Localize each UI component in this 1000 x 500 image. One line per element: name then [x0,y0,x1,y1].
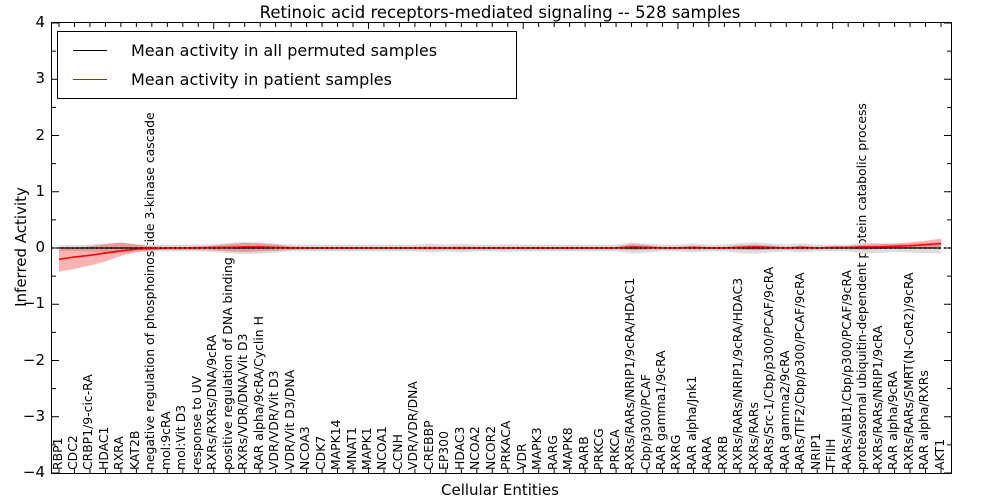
x-tick-label: RXRs/RARs/NRIP1/9cRA/HDAC3 [730,277,746,470]
x-tick-label: response to UV [188,375,204,470]
x-tick-label: PRKACA [498,420,514,470]
x-tick-label: RXRs/RXRs/DNA/9cRA [204,334,220,470]
legend-label-patient: Mean activity in patient samples [131,69,392,89]
x-tick-label: RARs/TIF2/Cbp/p300/PCAF/9cRA [792,272,808,470]
x-tick-label: MNAT1 [343,427,359,470]
y-tick-label: 3 [35,69,45,88]
x-tick-label: RXRG [668,434,684,470]
x-tick-label: Cbp/p300/PCAF [637,374,653,470]
x-tick-label: negative regulation of phosphoinositide … [142,112,158,470]
x-tick-label: NRIP1 [807,433,823,470]
legend-line-patient-icon [73,78,107,80]
x-tick-label: NCOA1 [374,426,390,470]
legend-label-permuted: Mean activity in all permuted samples [131,41,438,61]
x-tick-label: RXRB [714,435,730,470]
x-tick-label: KAT2B [126,430,142,470]
x-tick-label: RXRs/RARs/NRIP1/9cRA [869,325,885,470]
x-tick-label: RARB [575,436,591,470]
x-tick-label: proteasomal ubiquitin-dependent protein … [854,103,870,470]
x-tick-label: VDR [513,443,529,470]
x-tick-label: CDK7 [312,435,328,470]
x-tick-label: RXRA [111,436,127,470]
x-tick-label: RARG [544,435,560,470]
x-tick-label: RXRs/RARs [745,402,761,470]
x-tick-label: HDAC1 [95,426,111,470]
y-tick-label: −1 [22,294,45,313]
x-tick-label: MAPK3 [529,427,545,470]
permuted-band [59,241,941,255]
legend-entry-patient: Mean activity in patient samples [58,70,516,89]
y-tick-label: 4 [35,13,45,31]
x-tick-label: RXRs/RARs/NRIP1/9cRA/HDAC1 [622,277,638,470]
x-tick-label: CREBBP [420,420,436,470]
x-tick-label: RARA [699,436,715,470]
x-axis-label: Cellular Entities [441,481,559,499]
x-tick-label: TFIIH [823,438,839,470]
x-tick-label: RAR alpha/9cRA/Cyclin H [250,316,266,470]
x-tick-label: VDR/VDR/Vit D3 [266,370,282,470]
x-tick-label: RAR alpha/Jnk1 [683,375,699,470]
patient-mean-line [58,242,942,261]
x-tick-label: CCNH [389,434,405,470]
x-tick-label: NCOR2 [482,425,498,470]
y-tick-label: 1 [35,181,45,200]
x-tick-label: CRBP1/9-cic-RA [80,374,96,470]
x-tick-label: MAPK14 [328,419,344,470]
x-tick-label: positive regulation of DNA binding [219,257,235,470]
x-tick-label: RXRs/VDR/DNA/Vit D3 [235,333,251,470]
x-tick-label: VDR/Vit D3/DNA [281,369,297,470]
x-tick-label: MAPK1 [358,427,374,470]
x-tick-label: RARs/AIB1/Cbp/p300/PCAF/9cRA [838,270,854,470]
x-tick-label: RAR alpha/RXRs [916,370,932,470]
x-tick-label: PRKCA [606,429,622,470]
x-tick-label: HDAC3 [451,426,467,470]
x-tick-label: CDC2 [64,435,80,470]
x-tick-label: RAR gamma1/9cRA [652,350,668,470]
y-tick-label: 0 [35,238,45,256]
y-tick-label: −3 [22,406,45,425]
x-tick-label: mol:Vit D3 [173,404,189,470]
x-tick-label: PRKCG [591,428,607,470]
patient-band [59,238,941,272]
x-tick-label: mol:9cRA [157,411,173,470]
y-tick-label: −4 [22,463,45,481]
x-tick-label: MAPK8 [560,427,576,470]
y-tick-label: −2 [22,350,45,369]
legend: Mean activity in all permuted samples Me… [57,31,517,99]
x-tick-label: NCOA3 [297,426,313,470]
y-tick-label: 2 [35,125,45,144]
chart-title: Retinoic acid receptors-mediated signali… [259,3,741,22]
legend-entry-permuted: Mean activity in all permuted samples [58,41,516,60]
x-tick-label: RXRs/RARs/SMRT(N-CoR2)/9cRA [900,272,916,470]
x-tick-label: RBP1 [49,437,65,470]
legend-line-permuted-icon [73,50,107,52]
x-tick-label: VDR/VDR/DNA [405,381,421,470]
x-tick-label: RAR gamma2/9cRA [776,350,792,470]
x-tick-label: RARs/Src-1/Cbp/p300/PCAF/9cRA [761,266,777,470]
x-tick-label: AKT1 [931,438,947,470]
x-tick-label: RAR alpha/9cRA [885,371,901,470]
x-tick-label: NCOA2 [467,426,483,470]
x-tick-label: EP300 [436,431,452,470]
